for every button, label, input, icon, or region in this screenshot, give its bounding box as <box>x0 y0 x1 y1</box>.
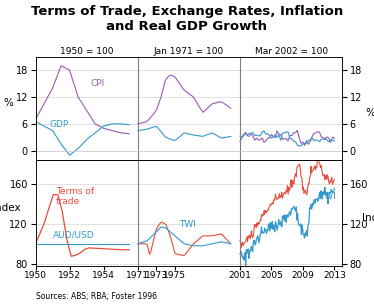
Y-axis label: Index: Index <box>0 203 21 212</box>
Y-axis label: %: % <box>366 108 374 118</box>
Y-axis label: Index: Index <box>362 212 374 223</box>
Text: GDP: GDP <box>49 120 68 130</box>
Text: TWI: TWI <box>180 220 196 229</box>
Text: 1950 = 100: 1950 = 100 <box>60 47 113 56</box>
Text: Terms of Trade, Exchange Rates, Inflation
and Real GDP Growth: Terms of Trade, Exchange Rates, Inflatio… <box>31 5 343 33</box>
Text: Mar 2002 = 100: Mar 2002 = 100 <box>255 47 328 56</box>
Text: Terms of
trade: Terms of trade <box>56 187 94 206</box>
Text: Jan 1971 = 100: Jan 1971 = 100 <box>154 47 224 56</box>
Text: AUD/USD: AUD/USD <box>53 231 94 240</box>
Y-axis label: %: % <box>4 98 13 108</box>
Text: CPI: CPI <box>90 79 104 88</box>
Text: TWI: TWI <box>319 192 335 201</box>
Text: Sources: ABS; RBA; Foster 1996: Sources: ABS; RBA; Foster 1996 <box>36 292 157 301</box>
